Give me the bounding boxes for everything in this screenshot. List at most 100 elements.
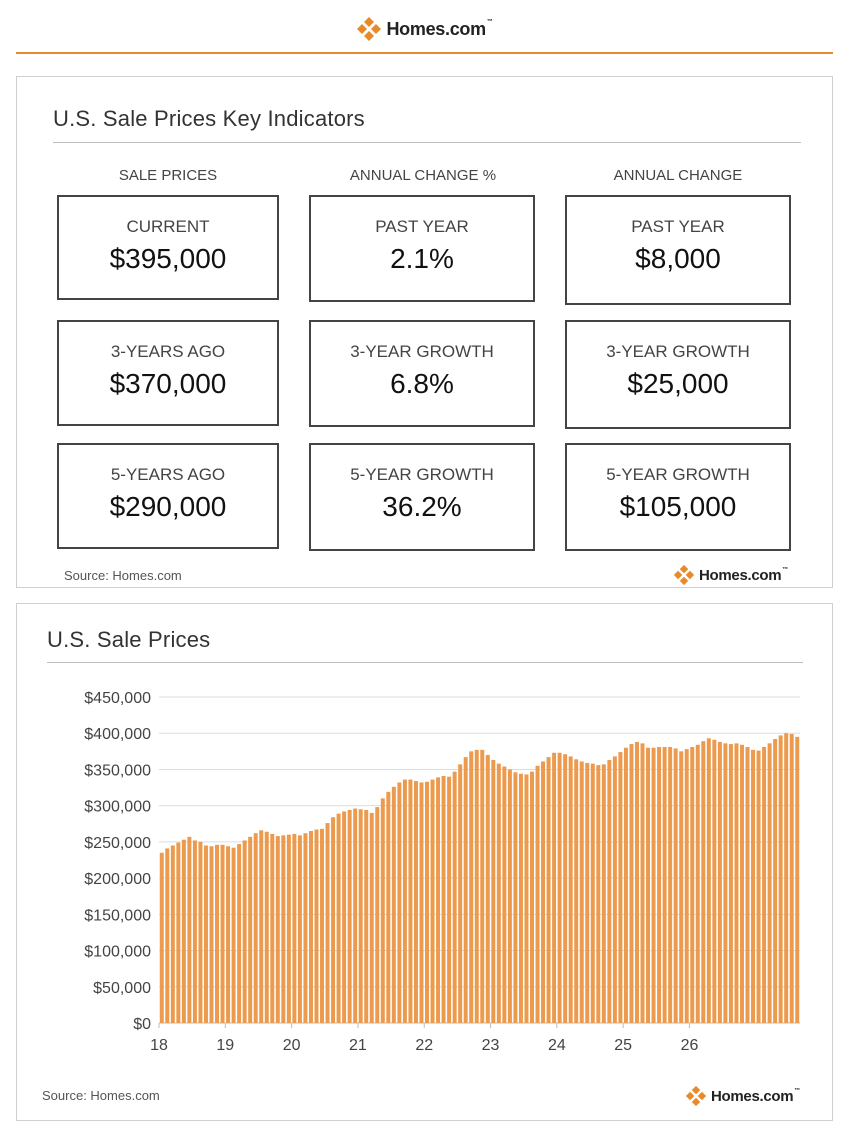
bar [657,746,662,1023]
bar [386,791,391,1023]
bar [325,823,330,1023]
bar [485,754,490,1023]
bar [618,752,623,1023]
bar [557,752,562,1023]
bar [165,848,170,1023]
bar [728,744,733,1023]
panel-logo[interactable]: Homes.com™ [673,564,788,586]
bar [502,766,507,1023]
bar [629,744,634,1023]
card-label: 5-YEARS AGO [110,465,226,484]
bar [170,845,175,1023]
bar [695,744,700,1023]
y-tick-label: $100,000 [84,944,151,961]
bar [430,779,435,1023]
brand-name: Homes.com™ [386,18,493,39]
bar [187,836,192,1023]
homes-logo-icon [685,1085,707,1107]
card-value: $105,000 [619,491,737,522]
bar [425,781,429,1023]
y-tick-label: $400,000 [84,726,151,743]
bar [623,747,628,1023]
indicator-card-5-year-growth-change: 5-YEAR GROWTH $105,000 [565,443,791,551]
bar [673,748,678,1023]
bar [717,741,722,1023]
card-label: 5-YEAR GROWTH [350,465,494,484]
sale-prices-chart-panel: U.S. Sale Prices $0 $50,000 $100,000 $150,0… [16,603,833,1121]
bar [596,765,601,1023]
bar [242,840,247,1023]
bar [773,739,778,1023]
bar [601,764,606,1023]
indicator-card-past-year-percent: PAST YEAR 2.1% [309,195,535,302]
bar [419,782,424,1023]
top-header: Homes.com™ [16,0,833,54]
bar [397,782,402,1023]
bar [286,834,291,1023]
bar [320,828,325,1023]
bar [574,759,579,1023]
bar [253,833,258,1023]
bar [590,763,595,1023]
indicator-card-5-years-ago: 5-YEARS AGO $290,000 [57,443,279,549]
bar [342,811,347,1023]
bar [292,833,297,1023]
card-label: PAST YEAR [631,217,725,236]
x-tick-label: 25 [614,1037,632,1054]
card-value: 2.1% [390,243,454,274]
card-value: $8,000 [635,243,721,274]
y-tick-label: $150,000 [84,907,151,924]
bar [237,844,242,1023]
bar [452,771,457,1023]
bar [408,779,413,1023]
column-header-sale-prices: SALE PRICES [118,167,218,184]
card-label: 3-YEARS AGO [110,342,226,361]
bar [651,747,656,1023]
bar [518,773,523,1023]
bar [259,830,264,1023]
source-note: Source: Homes.com [42,1088,160,1103]
brand-name: Homes.com™ [710,1087,800,1105]
bar [767,743,772,1023]
x-tick-label: 26 [681,1037,699,1054]
bar [739,744,744,1023]
bar [745,746,750,1023]
bar [634,741,639,1023]
panel-logo[interactable]: Homes.com™ [685,1085,800,1107]
bar [220,844,225,1023]
bar [712,739,717,1023]
bar [203,845,208,1023]
bar [447,776,452,1023]
bar [690,746,695,1023]
bar [507,769,512,1023]
bar [231,847,236,1023]
bar [375,807,380,1023]
bar [646,747,651,1023]
bar [640,743,645,1023]
bar [198,841,203,1023]
y-tick-label: $0 [133,1016,151,1033]
card-label: PAST YEAR [375,217,469,236]
top-logo[interactable]: Homes.com™ [16,16,833,42]
bar [684,749,689,1023]
panel-title: U.S. Sale Prices Key Indicators [53,106,365,131]
bar [706,738,711,1023]
bar [159,852,164,1023]
bar [612,756,617,1023]
bar [275,836,280,1023]
bar [546,757,551,1023]
bar [391,786,396,1023]
bar [369,812,374,1023]
homes-logo-icon [357,17,382,41]
bar [264,831,269,1023]
sale-prices-bar-chart: $0 $50,000 $100,000 $150,000 $200,000 $250,00… [84,690,800,1054]
bar [541,761,546,1023]
bar [209,846,214,1023]
indicator-card-3-years-ago: 3-YEARS AGO $370,000 [57,320,279,426]
card-label: CURRENT [126,217,210,236]
source-note: Source: Homes.com [64,568,182,583]
bar [524,774,529,1023]
bar [762,746,767,1023]
x-tick-label: 22 [415,1037,433,1054]
bar [463,757,468,1023]
